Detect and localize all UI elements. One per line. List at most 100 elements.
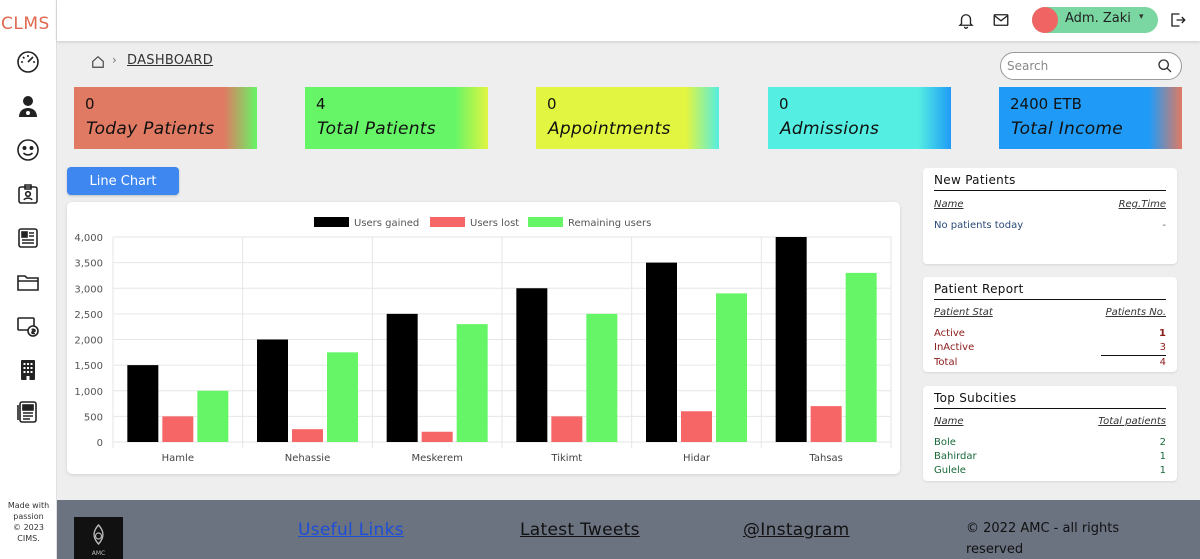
panel-title: Top Subcities [934, 391, 1017, 405]
y-tick-label: 2,500 [74, 310, 103, 321]
bar [162, 416, 194, 442]
brand-logo[interactable]: CLMS [1, 14, 50, 34]
credit-line: Made with [7, 501, 50, 510]
latest-tweets-link[interactable]: Latest Tweets [520, 520, 640, 540]
panel-divider [934, 190, 1166, 191]
search-input[interactable] [1007, 56, 1152, 76]
x-tick-label: Tikimt [550, 453, 582, 464]
new-patients-panel: New Patients Name Reg.Time No patients t… [923, 168, 1177, 264]
stat-value: 0 [779, 95, 789, 113]
news-icon[interactable] [15, 225, 41, 251]
instagram-link[interactable]: @Instagram [743, 520, 850, 540]
folder-icon[interactable] [15, 269, 41, 295]
x-tick-label: Meskerem [411, 453, 462, 464]
stat-card-appointments[interactable]: 0 Appointments [536, 87, 719, 149]
bar [681, 411, 712, 442]
id-card-icon[interactable] [15, 181, 41, 207]
y-tick-label: 2,000 [74, 336, 103, 347]
stat-card-today-patients[interactable]: 0 Today Patients [74, 87, 257, 149]
logout-icon[interactable] [1169, 11, 1187, 29]
report-row-value: 3 [1159, 342, 1166, 353]
credit-line: © 2023 [13, 523, 44, 532]
stat-card-total-income[interactable]: 2400 ETB Total Income [999, 87, 1182, 149]
x-tick-label: Nehassie [285, 453, 330, 464]
svg-text:AMC: AMC [92, 550, 105, 557]
stat-card-total-patients[interactable]: 4 Total Patients [305, 87, 488, 149]
footer-logo: AMC [74, 517, 123, 559]
y-tick-label: 3,000 [74, 284, 103, 295]
stat-card-admissions[interactable]: 0 Admissions [768, 87, 951, 149]
bar [775, 237, 807, 442]
y-tick-label: 0 [97, 438, 103, 449]
subcity-row-value: 1 [1159, 465, 1166, 476]
report-row-value: 4 [1159, 357, 1166, 368]
line-chart-button[interactable]: Line Chart [67, 167, 179, 195]
billing-icon[interactable] [15, 313, 41, 339]
stat-value: 2400 ETB [1010, 95, 1082, 113]
bar [456, 324, 488, 442]
panel-divider [934, 408, 1166, 409]
legend-label: Users gained [354, 218, 419, 229]
avatar [1032, 7, 1058, 33]
legend-swatch [430, 217, 465, 227]
subcity-row-label: Gulele [934, 465, 966, 476]
subcity-row-value: 2 [1159, 437, 1166, 448]
chart-card: 0 500 1,000 1,500 2,000 2,500 3,000 3,500 4,000 H… [67, 202, 900, 474]
y-tick-label: 1,500 [74, 361, 103, 372]
user-menu-button[interactable]: Adm. Zaki ▾ [1032, 7, 1158, 33]
column-header-total: Total patients [1098, 416, 1166, 427]
x-tick-label: Tahsas [808, 453, 842, 464]
credit-line: CIMS. [17, 534, 40, 543]
breadcrumb-current[interactable]: DASHBOARD [127, 53, 214, 68]
search-icon[interactable] [1157, 58, 1173, 74]
bar-chart: 0 500 1,000 1,500 2,000 2,500 3,000 3,500 4,000 H… [74, 217, 892, 464]
total-divider [1101, 355, 1166, 356]
legend-swatch [528, 217, 563, 227]
column-header-name: Name [934, 199, 964, 210]
bar [127, 365, 159, 442]
panel-title: New Patients [934, 173, 1016, 187]
bar [327, 352, 358, 442]
empty-message: No patients today [934, 220, 1024, 231]
building-icon[interactable] [15, 357, 41, 383]
stat-label: Admissions [780, 119, 880, 139]
stat-value: 4 [316, 95, 326, 113]
column-header-count: Patients No. [1105, 307, 1166, 318]
stat-label: Appointments [548, 119, 671, 139]
useful-links-link[interactable]: Useful Links [298, 520, 404, 540]
patient-face-icon[interactable] [15, 137, 41, 163]
bar [421, 431, 453, 442]
x-tick-label: Hidar [683, 453, 711, 464]
bar [516, 288, 548, 442]
mail-icon[interactable] [992, 11, 1010, 29]
legend-label: Remaining users [568, 218, 651, 229]
bar [586, 313, 618, 442]
bell-icon[interactable] [957, 11, 975, 29]
legend-label: Users lost [470, 218, 519, 229]
sidebar-credit: Made with passion © 2023 CIMS. [0, 500, 57, 544]
copyright: © 2022 AMC - all rights reserved [966, 518, 1166, 559]
panel-divider [934, 299, 1166, 300]
top-subcities-panel: Top Subcities Name Total patients Bole 2… [923, 386, 1177, 481]
top-bar: Adm. Zaki ▾ [57, 0, 1200, 41]
report-row-value: 1 [1159, 328, 1166, 339]
x-tick-label: Hamle [162, 453, 194, 464]
bar [716, 293, 747, 442]
y-tick-label: 500 [84, 412, 103, 423]
report-icon[interactable] [15, 399, 41, 425]
report-row-label: Active [934, 328, 965, 339]
y-tick-label: 4,000 [74, 233, 103, 244]
report-row-label: Total [934, 357, 958, 368]
speedometer-icon[interactable] [15, 49, 41, 75]
column-header-name: Name [934, 416, 964, 427]
empty-time: - [1162, 220, 1166, 231]
copyright-line: reserved [966, 542, 1024, 557]
y-tick-label: 3,500 [74, 259, 103, 270]
column-header-reg-time: Reg.Time [1118, 199, 1166, 210]
stat-value: 0 [85, 95, 95, 113]
breadcrumb-separator: › [112, 53, 117, 67]
home-icon[interactable] [91, 54, 105, 68]
doctor-icon[interactable] [15, 93, 41, 119]
bar [810, 406, 842, 442]
stat-label: Total Income [1011, 119, 1124, 139]
